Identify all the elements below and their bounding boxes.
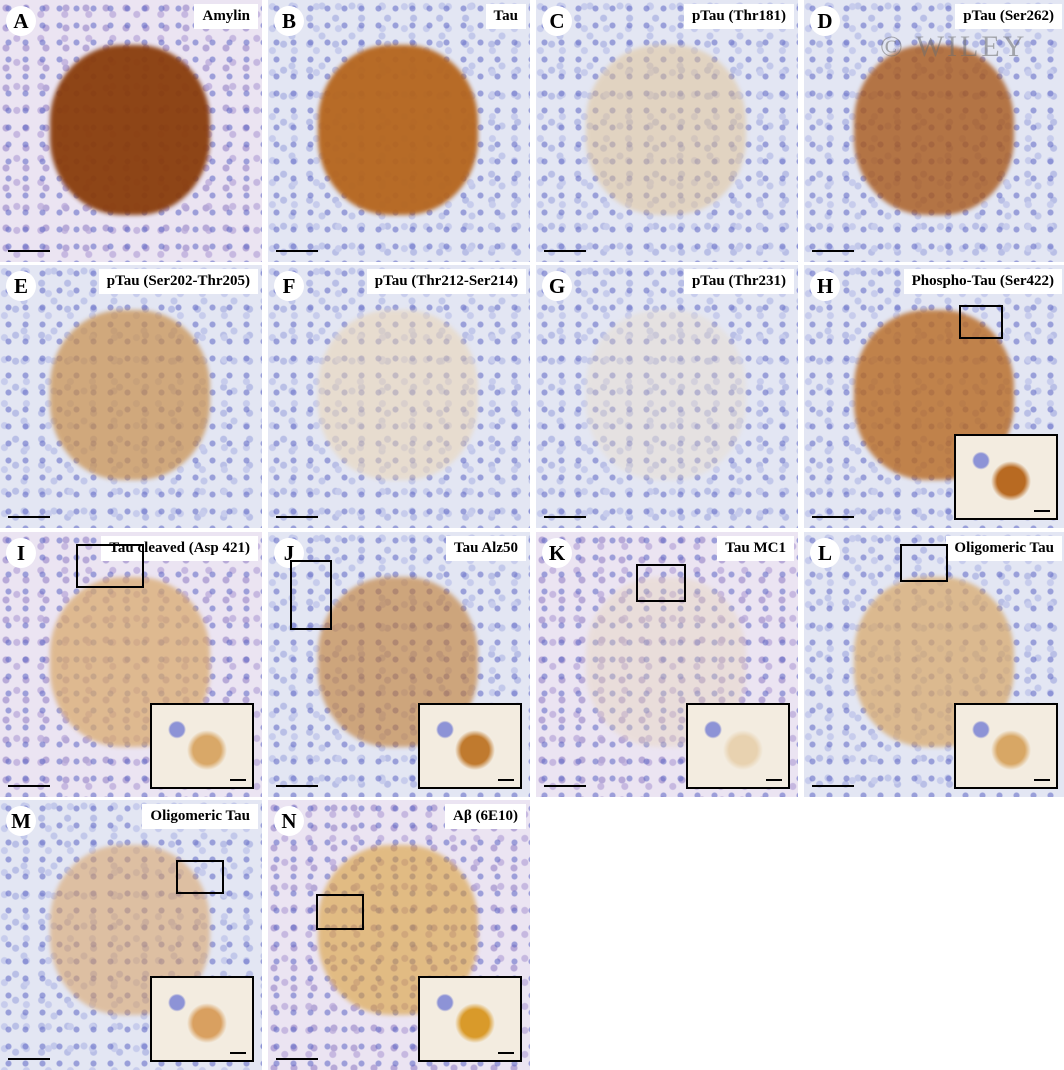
scale-bar: [812, 516, 854, 518]
panel-title: pTau (Thr212-Ser214): [366, 269, 526, 294]
magnified-inset: [150, 976, 254, 1062]
scale-bar: [544, 250, 586, 252]
scale-bar: [8, 785, 50, 787]
scale-bar: [8, 516, 50, 518]
panel-f: F pTau (Thr212-Ser214): [268, 265, 530, 528]
magnified-inset: [418, 976, 522, 1062]
panel-letter: M: [6, 806, 36, 836]
panel-title: Aβ (6E10): [445, 804, 526, 829]
magnified-inset: [150, 703, 254, 789]
panel-d: D pTau (Ser262): [804, 0, 1064, 262]
panel-g: G pTau (Thr231): [536, 265, 798, 528]
scale-bar: [544, 785, 586, 787]
panel-title: Oligomeric Tau: [142, 804, 258, 829]
panel-letter: D: [810, 6, 840, 36]
panel-title: pTau (Ser262): [955, 4, 1062, 29]
magnified-inset: [954, 703, 1058, 789]
panel-letter: N: [274, 806, 304, 836]
panel-title: Oligomeric Tau: [946, 536, 1062, 561]
panel-title: Tau Alz50: [445, 536, 526, 561]
inset-scale-bar: [766, 779, 782, 781]
inset-scale-bar: [230, 1052, 246, 1054]
stain-region: [586, 310, 746, 480]
panel-letter: L: [810, 538, 840, 568]
scale-bar: [812, 785, 854, 787]
panel-letter: H: [810, 271, 840, 301]
scale-bar: [276, 785, 318, 787]
inset-scale-bar: [230, 779, 246, 781]
magnified-inset: [686, 703, 790, 789]
wiley-watermark: © WILEY: [880, 30, 1028, 63]
scale-bar: [812, 250, 854, 252]
panel-letter: B: [274, 6, 304, 36]
panel-e: E pTau (Ser202-Thr205): [0, 265, 262, 528]
panel-b: B Tau: [268, 0, 530, 262]
panel-c: C pTau (Thr181): [536, 0, 798, 262]
scale-bar: [8, 250, 50, 252]
inset-scale-bar: [498, 779, 514, 781]
stain-region: [586, 45, 746, 215]
panel-letter: K: [542, 538, 572, 568]
stain-region: [50, 310, 210, 480]
roi-box: [176, 860, 224, 894]
panel-n: N Aβ (6E10): [268, 800, 530, 1070]
panel-letter: G: [542, 271, 572, 301]
panel-letter: A: [6, 6, 36, 36]
panel-title: Amylin: [194, 4, 258, 29]
scale-bar: [276, 516, 318, 518]
roi-box: [290, 560, 332, 630]
panel-title: pTau (Thr181): [683, 4, 794, 29]
scale-bar: [544, 516, 586, 518]
panel-l: L Oligomeric Tau: [804, 532, 1064, 797]
panel-title: Phospho-Tau (Ser422): [903, 269, 1062, 294]
roi-box: [959, 305, 1003, 339]
panel-title: pTau (Ser202-Thr205): [98, 269, 258, 294]
roi-box: [316, 894, 364, 930]
scale-bar: [276, 250, 318, 252]
panel-letter: F: [274, 271, 304, 301]
inset-scale-bar: [498, 1052, 514, 1054]
nuclei-texture: [536, 265, 798, 528]
panel-title: pTau (Thr231): [683, 269, 794, 294]
roi-box: [900, 544, 948, 582]
panel-title: Tau: [485, 4, 526, 29]
panel-letter: I: [6, 538, 36, 568]
panel-title: Tau cleaved (Asp 421): [101, 536, 258, 561]
panel-a: A Amylin: [0, 0, 262, 262]
panel-title: Tau MC1: [717, 536, 794, 561]
inset-scale-bar: [1034, 779, 1050, 781]
stain-region: [318, 45, 478, 215]
stain-region: [854, 45, 1014, 215]
scale-bar: [276, 1058, 318, 1060]
stain-region: [50, 45, 210, 215]
roi-box: [76, 544, 144, 588]
panel-letter: J: [274, 538, 304, 568]
magnified-inset: [954, 434, 1058, 520]
magnified-inset: [418, 703, 522, 789]
panel-k: K Tau MC1: [536, 532, 798, 797]
panel-h: H Phospho-Tau (Ser422): [804, 265, 1064, 528]
roi-box: [636, 564, 686, 602]
panel-letter: C: [542, 6, 572, 36]
panel-m: M Oligomeric Tau: [0, 800, 262, 1070]
inset-scale-bar: [1034, 510, 1050, 512]
panel-j: J Tau Alz50: [268, 532, 530, 797]
stain-region: [318, 310, 478, 480]
panel-i: I Tau cleaved (Asp 421): [0, 532, 262, 797]
scale-bar: [8, 1058, 50, 1060]
panel-letter: E: [6, 271, 36, 301]
